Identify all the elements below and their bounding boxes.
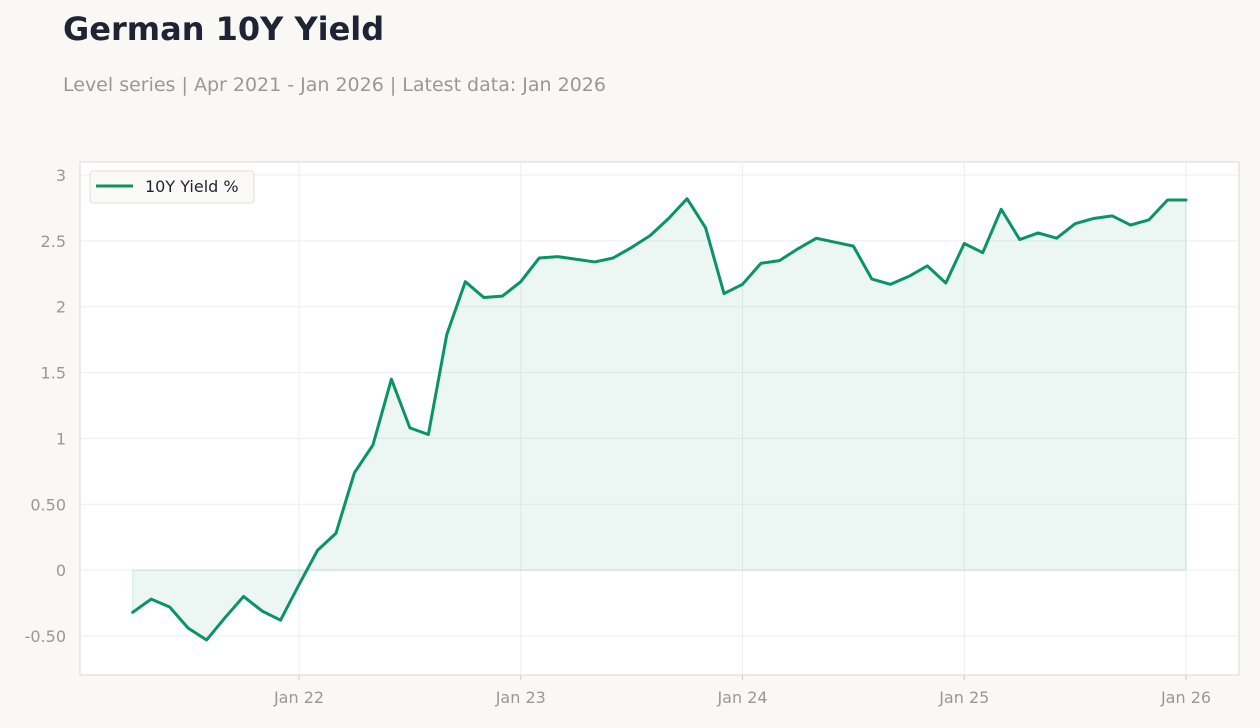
grid-lines — [80, 162, 1239, 675]
x-tick-label: Jan 26 — [1160, 688, 1211, 707]
y-tick-label: 1.5 — [41, 364, 66, 383]
legend-label: 10Y Yield % — [145, 177, 239, 196]
x-tick-label: Jan 23 — [495, 688, 546, 707]
series-line — [131, 197, 1188, 642]
chart-subtitle: Level series | Apr 2021 - Jan 2026 | Lat… — [63, 74, 606, 96]
y-tick-label: 1 — [56, 429, 66, 448]
x-axis: Jan 22 Jan 23 Jan 24 Jan 25 Jan 26 — [273, 675, 1211, 707]
x-tick-label: Jan 25 — [938, 688, 989, 707]
series-line-path — [131, 197, 1188, 642]
chart-title: German 10Y Yield — [63, 10, 385, 48]
plot-area — [79, 161, 1240, 676]
y-tick-label: 0 — [56, 561, 66, 580]
y-tick-label: 3 — [56, 166, 66, 185]
legend: 10Y Yield % — [89, 170, 255, 204]
y-tick-label: 2.5 — [41, 232, 66, 251]
x-tick-label: Jan 24 — [716, 688, 767, 707]
y-tick-label: -0.50 — [25, 627, 66, 646]
y-tick-label: 0.50 — [30, 495, 66, 514]
x-tick-label: Jan 22 — [273, 688, 324, 707]
legend-box — [89, 170, 255, 204]
y-axis: -0.50 0 0.50 1 1.5 2 2.5 3 — [25, 166, 66, 646]
y-tick-label: 2 — [56, 298, 66, 317]
